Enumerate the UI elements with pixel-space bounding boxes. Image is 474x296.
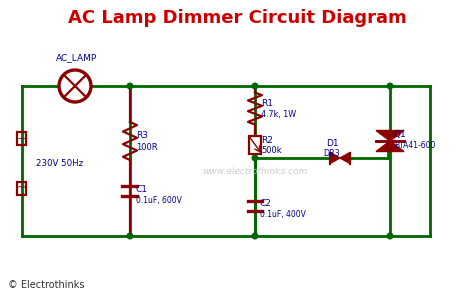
Text: AC Lamp Dimmer Circuit Diagram: AC Lamp Dimmer Circuit Diagram <box>68 9 406 27</box>
Text: 100R: 100R <box>136 142 158 152</box>
Circle shape <box>127 233 133 239</box>
Text: 500k: 500k <box>261 146 282 155</box>
Text: 4.7k, 1W: 4.7k, 1W <box>261 110 296 119</box>
Text: 0.1uF, 400V: 0.1uF, 400V <box>260 210 306 220</box>
Polygon shape <box>340 152 350 163</box>
Text: R1: R1 <box>261 99 273 108</box>
Text: C2: C2 <box>260 200 272 208</box>
Polygon shape <box>376 131 404 141</box>
Text: 230V 50Hz: 230V 50Hz <box>36 158 83 168</box>
Circle shape <box>252 155 258 161</box>
Bar <box>18 131 27 144</box>
Text: © Electrothinks: © Electrothinks <box>8 280 84 290</box>
Text: www.electrothinks.com: www.electrothinks.com <box>202 166 308 176</box>
Text: —: — <box>17 133 27 143</box>
Text: ~: ~ <box>18 183 27 193</box>
Polygon shape <box>376 141 404 152</box>
Text: C1: C1 <box>136 184 148 194</box>
Circle shape <box>387 233 393 239</box>
Circle shape <box>252 233 258 239</box>
Circle shape <box>387 83 393 89</box>
Bar <box>249 136 261 154</box>
Text: DB3: DB3 <box>324 149 340 157</box>
Polygon shape <box>330 152 340 163</box>
Bar <box>18 181 27 194</box>
Circle shape <box>252 83 258 89</box>
Circle shape <box>59 70 91 102</box>
Text: BTA41-600: BTA41-600 <box>394 141 436 150</box>
Circle shape <box>127 83 133 89</box>
Text: Q1: Q1 <box>394 131 407 139</box>
Text: R3: R3 <box>136 131 148 139</box>
Text: 0.1uF, 600V: 0.1uF, 600V <box>136 195 182 205</box>
Text: D1: D1 <box>326 139 338 149</box>
Text: AC_LAMP: AC_LAMP <box>56 53 98 62</box>
Text: R2: R2 <box>261 136 273 145</box>
